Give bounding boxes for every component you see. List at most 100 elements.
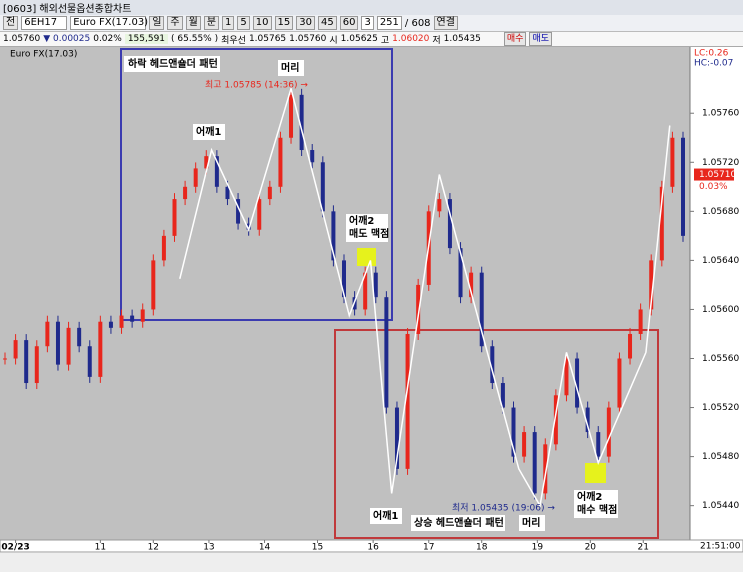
candle (172, 199, 177, 236)
candle (585, 407, 590, 433)
x-tick-label: 19 (532, 543, 544, 553)
annotation: 머리 (281, 61, 299, 74)
period-button[interactable]: 일 (149, 16, 165, 30)
interval[interactable]: 3 (361, 16, 374, 30)
x-tick-label: 14 (259, 543, 271, 553)
open-label: 시 (329, 35, 338, 46)
period-button[interactable]: 주 (167, 16, 183, 30)
lc: LC:0.26 (694, 49, 729, 59)
x-tick-label: 18 (476, 543, 488, 553)
candle (246, 223, 251, 230)
period-button[interactable]: 분 (203, 16, 220, 30)
scroll-bar (0, 553, 743, 572)
candle (437, 199, 442, 212)
candle (649, 260, 654, 310)
window-title: [0603] 해외선물옵션종합차트 (3, 4, 132, 15)
down-pattern-box (120, 48, 393, 321)
y-tick-label: 1.05600 (702, 305, 739, 315)
up-pattern-box (334, 329, 659, 539)
candle (659, 186, 664, 261)
interval-button[interactable]: 5 (237, 16, 250, 30)
interval-button[interactable]: 15 (274, 16, 294, 30)
candle (193, 168, 198, 187)
annotation: 매수 맥점 (577, 503, 617, 516)
candle (320, 162, 325, 212)
candle (3, 358, 7, 360)
annotation: 어깨1 (196, 125, 221, 138)
candle (236, 199, 241, 224)
candle (77, 327, 82, 347)
x-tick-label: 13 (203, 543, 214, 553)
x-tick-label: 17 (423, 543, 434, 553)
annotation: 어깨2 (577, 490, 602, 503)
interval-button[interactable]: 45 (317, 16, 337, 30)
candle (24, 340, 29, 384)
x-tick-label: 02/23 (1, 543, 29, 553)
label-bg (346, 214, 388, 242)
high: 1.06020 (392, 34, 430, 44)
interval-button[interactable]: 60 (339, 16, 359, 30)
best-bid: 1.05760 (289, 34, 327, 44)
label-bg (574, 490, 618, 518)
label-bg (278, 60, 304, 76)
annotation: 어깨2 (349, 214, 374, 227)
change: ▼ 0.00025 (43, 34, 91, 44)
sell-button[interactable]: 매도 (529, 32, 552, 46)
candle (289, 94, 294, 138)
count[interactable]: 251 (376, 16, 402, 30)
buy-button[interactable]: 매수 (503, 32, 527, 46)
candle (606, 407, 611, 457)
interval-button[interactable]: 10 (252, 16, 272, 30)
label-bg (519, 515, 545, 531)
high-label: 고 (380, 35, 390, 46)
time: 21:51:00 (700, 542, 741, 552)
symbol[interactable]: 6EH17 (21, 16, 68, 30)
interval-button[interactable]: 1 (222, 16, 235, 30)
period-button[interactable]: 월 (185, 16, 201, 30)
y-tick-label: 1.05640 (702, 256, 739, 266)
candle (681, 137, 685, 236)
open: 1.05625 (340, 34, 378, 44)
mode[interactable]: 전 (3, 16, 19, 30)
annotation: 최저 1.05435 (19:06) → (452, 503, 555, 514)
candle (490, 346, 495, 384)
candle (310, 150, 315, 163)
label-bg (124, 56, 220, 72)
volume-rate: ( 65.55% ) (171, 34, 219, 44)
chart-body: 1.05440 1.05480 1.05520 1.05560 1.05600 1.056… (1, 85, 739, 553)
candle (108, 321, 113, 328)
label-bg (411, 515, 505, 531)
candle (522, 432, 527, 457)
annotation: 최고 1.05785 (14:36) → (205, 80, 308, 91)
candle (532, 432, 537, 494)
x-axis-area (0, 539, 743, 553)
candle (55, 321, 60, 365)
candle (66, 327, 71, 365)
x-tick-label: 21 (638, 543, 649, 553)
candle (479, 272, 484, 347)
candle (214, 156, 219, 187)
candle (130, 315, 135, 322)
y-tick-label: 1.05520 (702, 403, 739, 413)
candle (405, 333, 410, 469)
best-label: 최우선 (221, 35, 246, 46)
annotation: 상승 헤드앤숄더 패턴 (414, 516, 504, 529)
low-label: 저 (432, 35, 441, 46)
y-tick-label: 1.05680 (702, 207, 739, 217)
candle (500, 383, 505, 408)
label-bg (370, 508, 402, 524)
pattern-line (179, 85, 671, 508)
volume: 155,591 (124, 34, 169, 44)
buy-highlight (585, 463, 606, 483)
candle (151, 260, 156, 310)
x-tick-label: 12 (148, 543, 159, 553)
y-axis-area (690, 47, 743, 540)
best-ask: 1.05765 (248, 34, 287, 44)
candle (363, 272, 368, 310)
candle (87, 346, 92, 377)
interval-button[interactable]: 30 (296, 16, 315, 30)
link-button[interactable]: 연결 (433, 16, 458, 30)
y-tick-label: 1.05440 (702, 501, 739, 511)
